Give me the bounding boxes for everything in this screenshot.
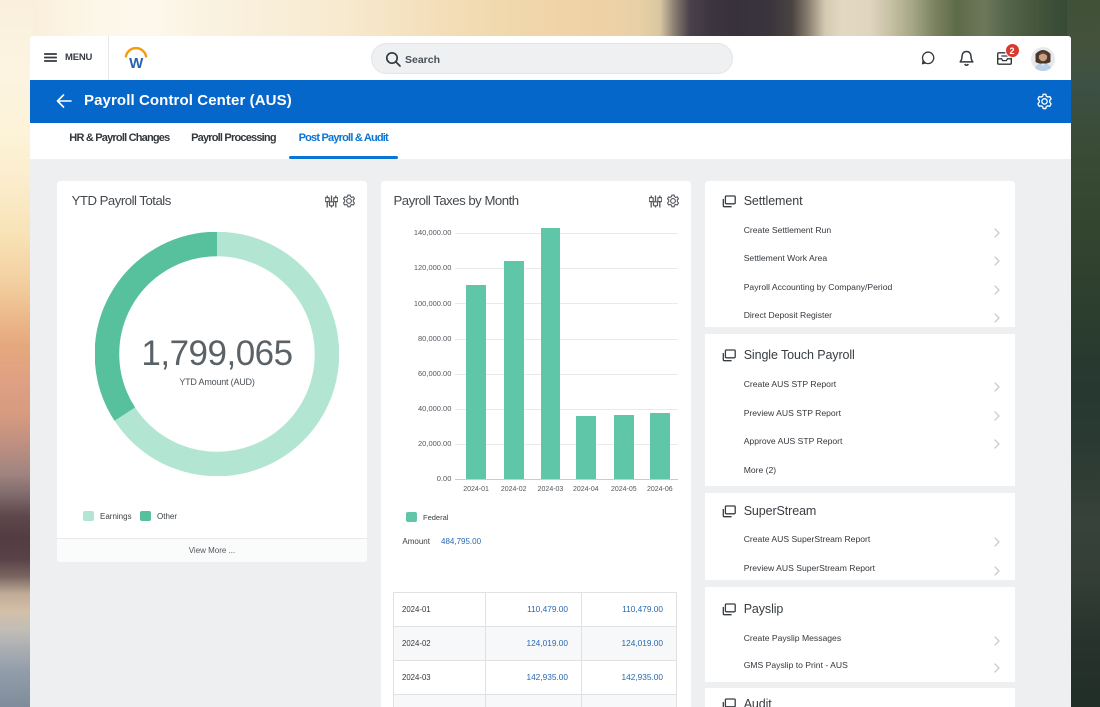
svg-text:W: W	[129, 55, 144, 72]
